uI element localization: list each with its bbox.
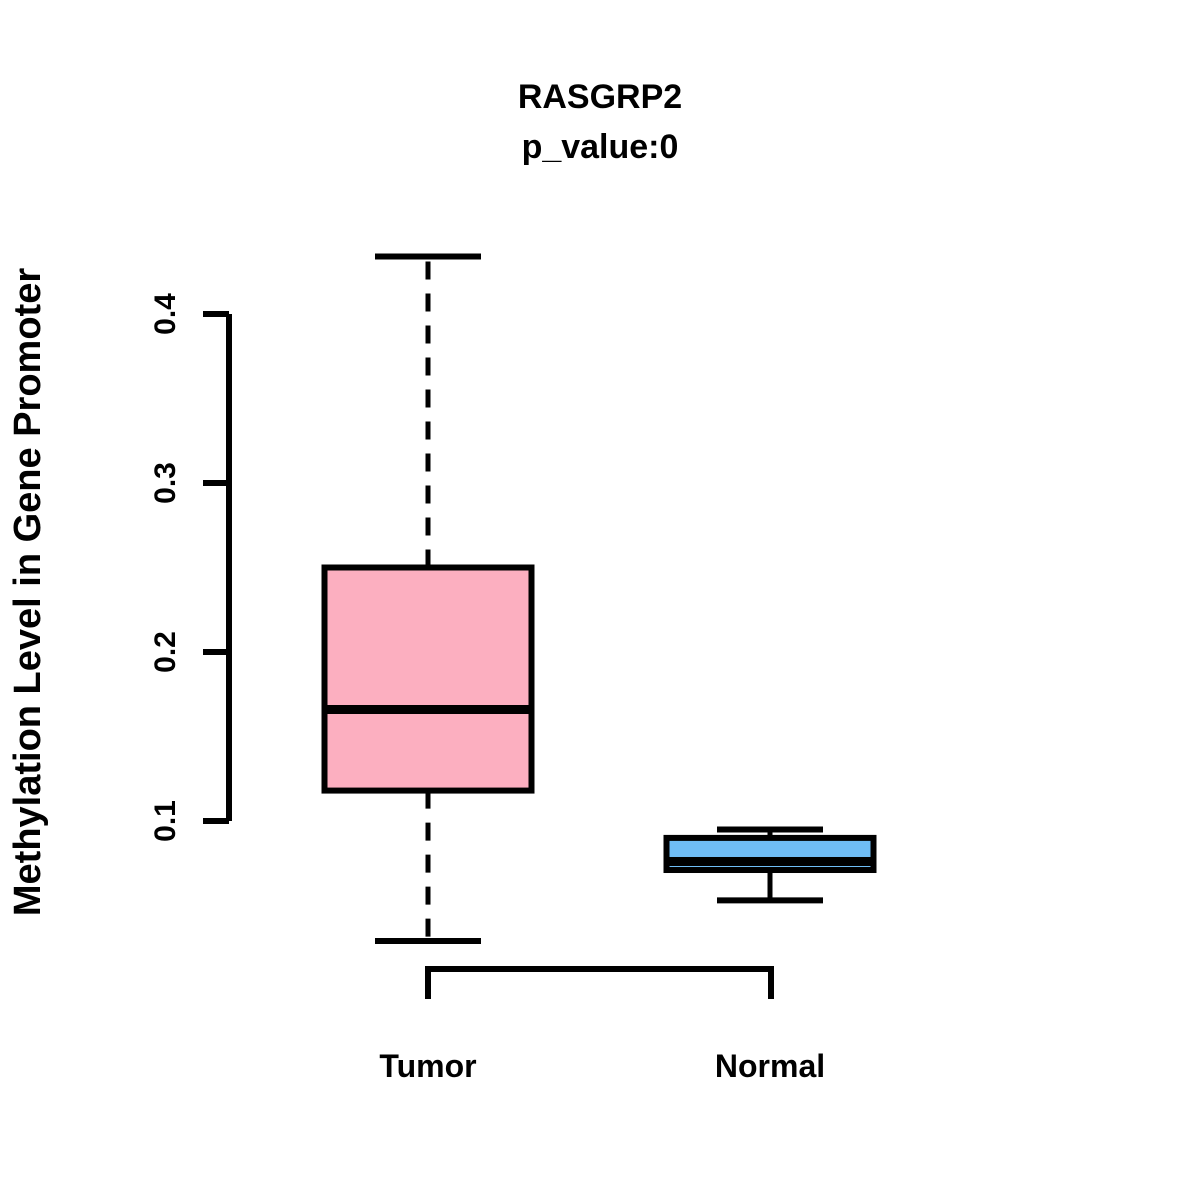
box-group-tumor xyxy=(321,253,535,944)
x-axis: Tumor Normal xyxy=(379,966,825,1084)
y-axis-tick-label-0.2: 0.2 xyxy=(149,631,182,673)
x-axis-bracket xyxy=(425,966,774,999)
y-axis-tick-label-0.4: 0.4 xyxy=(149,293,182,335)
tumor-box xyxy=(321,564,535,794)
y-axis: 0.4 0.3 0.2 0.1 xyxy=(149,293,232,842)
y-axis-tick-label-0.1: 0.1 xyxy=(149,800,182,842)
chart-title: RASGRP2 xyxy=(518,78,682,116)
y-axis-tick-label-0.3: 0.3 xyxy=(149,462,182,504)
y-axis-title: Methylation Level in Gene Promoter xyxy=(7,268,49,916)
box-group-normal xyxy=(663,826,877,904)
x-axis-label-normal: Normal xyxy=(715,1048,825,1084)
x-axis-label-tumor: Tumor xyxy=(379,1048,476,1084)
chart-subtitle-pvalue: p_value:0 xyxy=(522,128,679,166)
